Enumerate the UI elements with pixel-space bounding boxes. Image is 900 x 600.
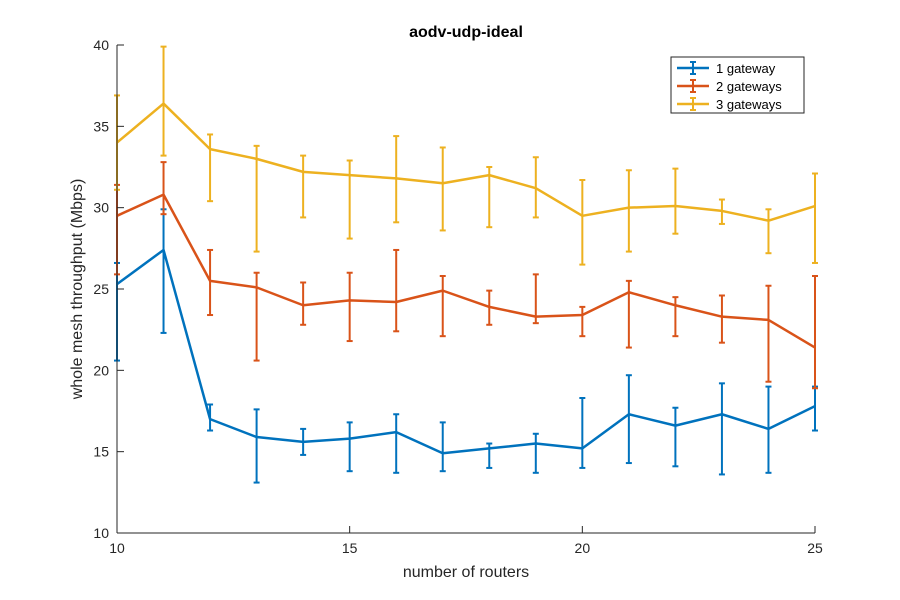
error-bar [718, 198, 725, 225]
y-tick-label: 25 [93, 281, 109, 297]
error-bar [207, 403, 214, 432]
error-bar [393, 248, 400, 333]
error-bar [765, 385, 772, 474]
series-2 [114, 161, 818, 390]
error-bar [160, 161, 167, 216]
error-bar [625, 374, 632, 465]
legend-label: 2 gateways [716, 79, 782, 94]
error-bar [765, 208, 772, 255]
x-tick-label: 20 [575, 540, 591, 556]
legend-label: 3 gateways [716, 97, 782, 112]
error-bar [579, 305, 586, 338]
y-axis-title: whole mesh throughput (Mbps) [69, 179, 86, 401]
error-bar [160, 45, 167, 157]
error-bar [812, 274, 818, 390]
y-tick-label: 35 [93, 118, 109, 134]
chart-title: aodv-udp-ideal [409, 24, 523, 41]
y-tick-label: 15 [93, 444, 109, 460]
plot-area [117, 45, 815, 533]
error-bar [579, 396, 586, 469]
error-bar [253, 408, 260, 484]
series-line [116, 248, 816, 455]
error-bar [672, 406, 679, 468]
error-bar [718, 294, 725, 344]
error-bar [300, 154, 307, 219]
legend-label: 1 gateway [716, 61, 776, 76]
x-axis-title: number of routers [403, 564, 529, 581]
error-bar [765, 284, 772, 383]
y-tick-label: 30 [93, 200, 109, 216]
error-bar [207, 133, 214, 203]
error-bar [346, 159, 353, 240]
error-bar [253, 144, 260, 253]
error-bar [439, 421, 446, 473]
series-1 [114, 208, 818, 484]
y-tick-label: 10 [93, 525, 109, 541]
error-bar [253, 271, 260, 362]
error-bar [812, 172, 818, 264]
error-bar [532, 273, 539, 325]
series-line [116, 102, 816, 222]
error-bar [486, 442, 493, 469]
error-bar [718, 382, 725, 476]
series-3 [114, 45, 818, 266]
legend-item: 1 gateway [677, 61, 776, 76]
legend-item: 3 gateways [677, 97, 782, 112]
error-bar [439, 274, 446, 338]
error-bar [672, 296, 679, 338]
x-tick-label: 25 [807, 540, 823, 556]
error-bar [393, 413, 400, 474]
x-tick-label: 15 [342, 540, 358, 556]
error-bar [439, 146, 446, 232]
legend: 1 gateway 2 gateways 3 gateways [670, 56, 805, 114]
error-bar [300, 281, 307, 326]
x-tick-label: 10 [109, 540, 125, 556]
error-bar [579, 179, 586, 266]
error-bar [346, 421, 353, 473]
error-bar [486, 289, 493, 326]
error-bar [393, 135, 400, 224]
error-bar [672, 167, 679, 235]
error-bar [346, 271, 353, 343]
error-bar [625, 279, 632, 349]
series-line [116, 193, 816, 349]
y-tick-label: 40 [93, 37, 109, 53]
error-bar [300, 427, 307, 456]
plot-background [117, 45, 815, 533]
legend-item: 2 gateways [677, 79, 782, 94]
axes: 10 15 20 25 10 15 20 25 30 35 40 [93, 37, 823, 556]
series-layer [114, 45, 818, 484]
error-bar [532, 432, 539, 474]
error-bar [532, 156, 539, 219]
error-bar [207, 248, 214, 317]
y-tick-label: 20 [93, 362, 109, 378]
error-bar [486, 166, 493, 229]
error-bar [625, 169, 632, 253]
